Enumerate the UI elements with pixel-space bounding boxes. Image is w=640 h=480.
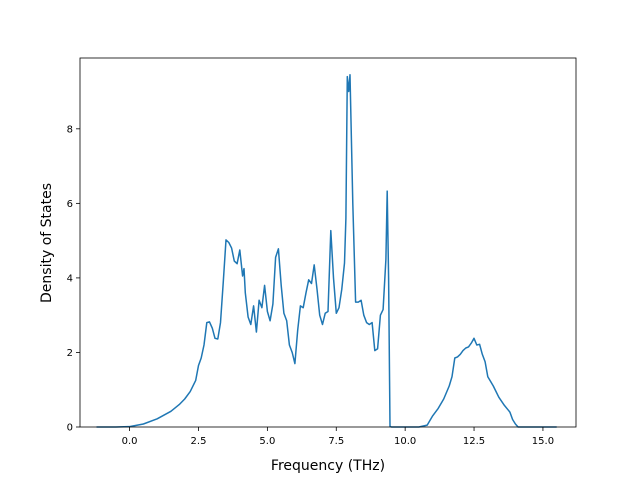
x-tick-label: 0.0 [122, 436, 138, 447]
x-tick-label: 2.5 [191, 436, 207, 447]
x-tick-label: 12.5 [463, 436, 485, 447]
x-tick-label: 7.5 [328, 436, 344, 447]
dos-line [96, 74, 557, 428]
y-tick-label: 6 [67, 199, 73, 210]
plot-area: 0.0 2.5 5.0 7.5 10.0 12.5 15.0 0 2 4 6 8 [67, 57, 577, 447]
x-tick-label: 15.0 [532, 436, 554, 447]
x-axis-label: Frequency (THz) [271, 458, 385, 474]
x-tick-label: 5.0 [259, 436, 275, 447]
y-tick-label: 8 [67, 124, 73, 135]
y-tick-label: 4 [67, 273, 73, 284]
y-tick-label: 0 [67, 423, 73, 434]
y-axis-label: Density of States [39, 183, 55, 303]
x-tick-label: 10.0 [394, 436, 416, 447]
axes-frame [79, 57, 577, 428]
y-tick-label: 2 [67, 348, 73, 359]
